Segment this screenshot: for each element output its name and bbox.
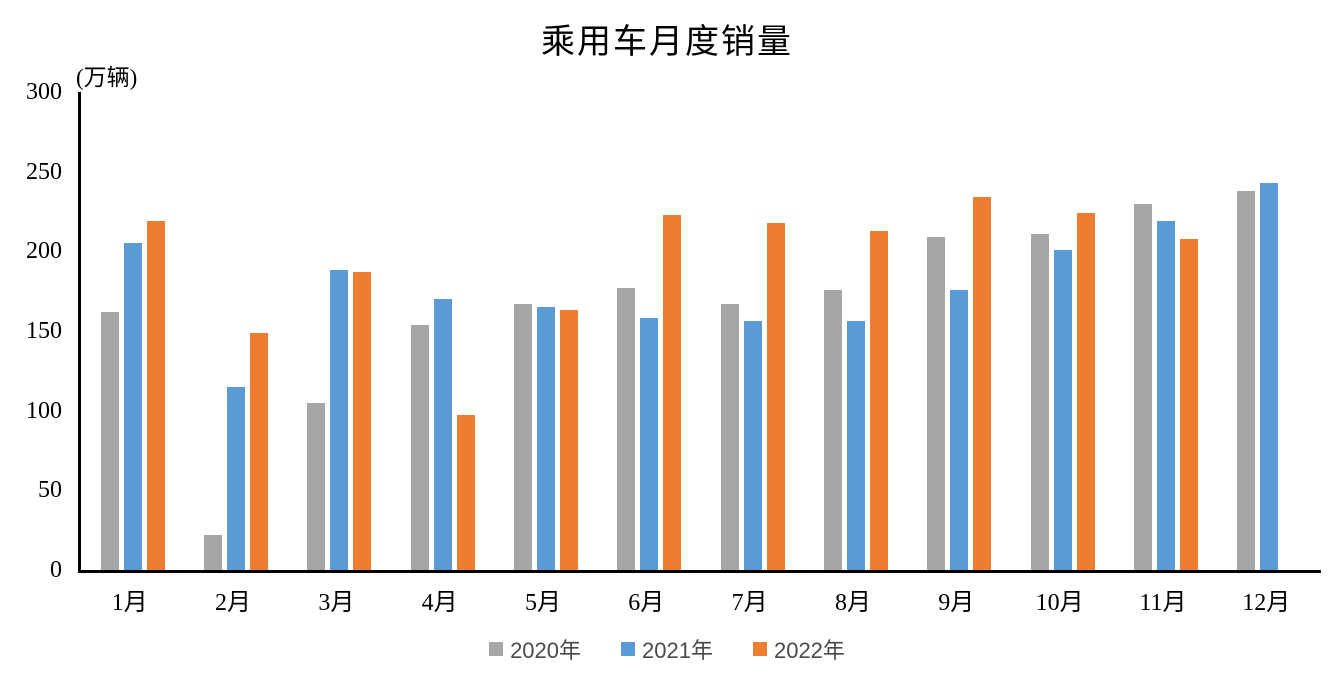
- bar-groups: [81, 92, 1321, 570]
- bar-2021年-8月: [846, 321, 865, 570]
- bar-2020年-5月: [513, 303, 532, 570]
- legend-label: 2022年: [773, 638, 845, 663]
- legend-item-2020年: 2020年: [489, 633, 581, 665]
- bar-2022年-11月: [1179, 238, 1198, 570]
- bar-2022年-9月: [973, 197, 992, 570]
- bar-2021年-5月: [536, 307, 555, 570]
- bar-group-4月: [391, 92, 494, 570]
- bar-2022年-2月: [249, 332, 268, 570]
- bar-2022年-8月: [869, 230, 888, 570]
- bar-group-12月: [1218, 92, 1321, 570]
- x-label-7月: 7月: [731, 590, 768, 616]
- x-label-12月: 12月: [1242, 590, 1291, 616]
- x-label-1月: 1月: [111, 590, 148, 616]
- y-tick-label-150: 150: [26, 318, 62, 344]
- bar-2020年-7月: [720, 303, 739, 570]
- x-label-3月: 3月: [318, 590, 355, 616]
- legend-item-2022年: 2022年: [752, 633, 845, 665]
- bar-2021年-12月: [1260, 182, 1279, 570]
- y-tick-label-0: 0: [50, 557, 62, 583]
- bar-group-1月: [81, 92, 184, 570]
- bar-2021年-10月: [1053, 249, 1072, 570]
- bar-group-2月: [184, 92, 287, 570]
- bar-2020年-12月: [1237, 190, 1256, 570]
- y-tick-label-300: 300: [26, 79, 62, 105]
- bar-2021年-4月: [433, 299, 452, 570]
- bar-2020年-1月: [100, 311, 119, 570]
- bar-group-9月: [908, 92, 1011, 570]
- plot-area: [78, 92, 1321, 573]
- bar-2021年-6月: [640, 318, 659, 570]
- bar-2020年-10月: [1030, 233, 1049, 570]
- legend-label: 2021年: [642, 638, 713, 663]
- bar-2022年-7月: [766, 222, 785, 570]
- legend-swatch-icon: [489, 642, 504, 656]
- bar-2022年-3月: [353, 272, 372, 570]
- bar-group-11月: [1114, 92, 1217, 570]
- bar-2020年-2月: [203, 534, 222, 570]
- bar-2021年-11月: [1156, 221, 1175, 570]
- y-axis-unit-label: (万辆): [76, 65, 138, 90]
- bar-2021年-1月: [123, 243, 142, 570]
- bar-2021年-9月: [950, 289, 969, 570]
- bar-group-8月: [804, 92, 907, 570]
- bar-group-7月: [701, 92, 804, 570]
- bar-2022年-1月: [146, 221, 165, 570]
- x-label-10月: 10月: [1035, 590, 1084, 616]
- y-tick-label-50: 50: [38, 477, 62, 504]
- bar-2021年-3月: [330, 270, 349, 570]
- bar-2020年-6月: [617, 287, 636, 570]
- bar-2020年-4月: [410, 324, 429, 570]
- x-label-2月: 2月: [214, 590, 251, 616]
- y-tick-label-250: 250: [26, 158, 62, 185]
- x-label-11月: 11月: [1139, 590, 1187, 616]
- legend-swatch-icon: [621, 642, 636, 656]
- x-label-4月: 4月: [421, 590, 458, 616]
- bar-group-6月: [598, 92, 701, 570]
- bar-2022年-10月: [1076, 213, 1095, 570]
- x-label-6月: 6月: [628, 590, 665, 616]
- bar-2022年-5月: [559, 310, 578, 570]
- bar-group-5月: [494, 92, 597, 570]
- x-label-5月: 5月: [524, 590, 561, 616]
- x-label-9月: 9月: [938, 590, 975, 616]
- chart-title: 乘用车月度销量: [541, 24, 793, 61]
- x-axis-labels: 1月 2月 3月 4月 5月 6月 7月 8月 9月 10月 11月 12月: [78, 582, 1318, 617]
- bar-2020年-8月: [823, 289, 842, 570]
- bar-2020年-9月: [927, 237, 946, 570]
- bar-group-10月: [1011, 92, 1114, 570]
- legend: 2020年 2021年 2022年: [0, 633, 1334, 665]
- x-label-8月: 8月: [834, 590, 871, 616]
- y-tick-label-100: 100: [26, 397, 62, 424]
- legend-item-2021年: 2021年: [621, 633, 713, 665]
- legend-label: 2020年: [510, 638, 582, 663]
- bar-2022年-6月: [663, 214, 682, 570]
- bar-2020年-3月: [307, 402, 326, 570]
- bar-2020年-11月: [1133, 203, 1152, 570]
- bar-2022年-4月: [456, 415, 475, 570]
- bar-2021年-7月: [743, 321, 762, 570]
- legend-swatch-icon: [752, 642, 767, 656]
- y-tick-label-200: 200: [26, 238, 62, 265]
- bar-2021年-2月: [226, 386, 245, 570]
- bar-group-3月: [288, 92, 391, 570]
